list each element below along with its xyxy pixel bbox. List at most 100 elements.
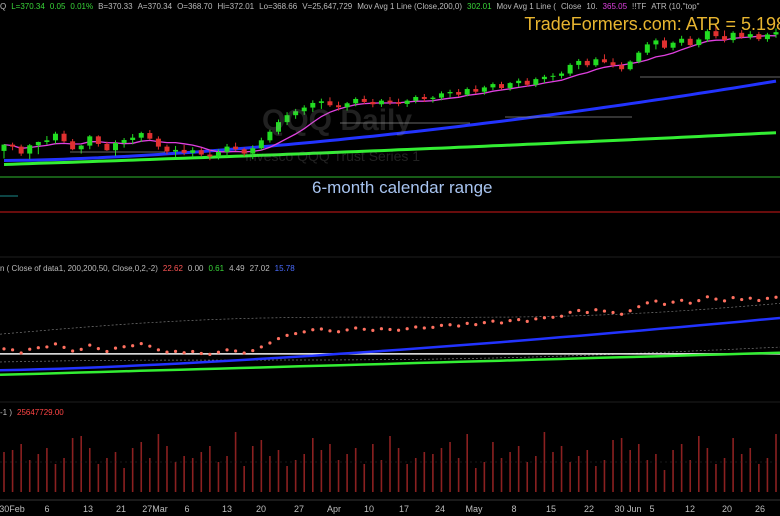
indicator-dot: [285, 333, 289, 337]
candle-down: [18, 146, 24, 154]
candle-up: [87, 136, 93, 146]
candle-down: [610, 62, 616, 66]
price-header-field-3: 0.01%: [70, 2, 94, 11]
candle-down: [327, 101, 333, 106]
indicator-dot: [53, 342, 58, 346]
candle-up: [430, 97, 436, 99]
indicator-header-field-5: 27.02: [249, 264, 270, 273]
candle-up: [413, 96, 419, 101]
candle-down: [155, 138, 161, 147]
date-tick-label: 13: [82, 504, 94, 514]
candle-up: [404, 100, 410, 104]
candle-up: [27, 145, 33, 154]
date-tick-label: 15: [545, 504, 557, 514]
indicator-dot: [113, 346, 118, 350]
indicator-dot: [654, 299, 658, 303]
candle-down: [473, 89, 479, 92]
indicator-dot: [362, 327, 366, 331]
date-tick-label: May: [465, 504, 483, 514]
candle-up: [52, 133, 58, 141]
indicator-header-field-6: 15.78: [274, 264, 295, 273]
candle-down: [104, 143, 110, 151]
indicator-dot: [45, 345, 49, 349]
price-header-field-16: !!TF: [632, 2, 647, 11]
indicator-dot: [276, 336, 281, 341]
candle-up: [576, 60, 582, 65]
candle-up: [627, 61, 633, 70]
indicator-dot: [662, 302, 667, 306]
indicator-dot: [431, 325, 435, 329]
indicator-dot: [517, 317, 521, 322]
candle-up: [533, 79, 539, 85]
indicator-dot: [611, 310, 615, 315]
indicator-dot: [577, 308, 581, 313]
indicator-dot: [251, 348, 255, 353]
date-tick-label: 30 Jun: [614, 504, 642, 514]
date-tick-label: 6: [44, 504, 50, 514]
indicator-dot: [714, 297, 718, 301]
date-tick-label: 27Mar: [142, 504, 168, 514]
candle-down: [756, 34, 762, 40]
candle-down: [198, 150, 204, 155]
price-header-field-17: ATR (10,"top": [651, 2, 700, 11]
candle-up: [130, 137, 136, 140]
indicator-dot: [757, 298, 761, 303]
candle-up: [653, 40, 659, 45]
price-header-field-5: A=370.34: [137, 2, 173, 11]
indicator-dot: [688, 301, 692, 305]
indicator-dot: [439, 323, 444, 327]
indicator-header-field-2: 0.00: [187, 264, 204, 273]
candle-up: [224, 146, 230, 152]
candle-up: [284, 115, 290, 123]
indicator-dot: [10, 348, 15, 352]
indicator-dot: [319, 327, 323, 331]
indicator-dot: [191, 349, 195, 354]
indicator-dot: [62, 345, 66, 349]
indicator-dot: [602, 309, 607, 313]
candle-up: [670, 42, 676, 48]
candle-down: [421, 96, 427, 99]
indicator-dot: [671, 300, 675, 304]
candle-up: [173, 149, 179, 152]
indicator-dot: [482, 321, 486, 325]
indicator-dot: [379, 327, 384, 331]
moving-average-50-line: [3, 79, 777, 162]
candle-down: [396, 102, 402, 104]
candle-up: [353, 98, 359, 104]
indicator-slow-line: [0, 351, 780, 377]
candle-down: [10, 144, 16, 147]
indicator-dot: [542, 316, 547, 320]
candle-down: [601, 59, 607, 63]
indicator-dot: [208, 352, 212, 356]
candle-up: [704, 31, 710, 40]
indicator-dot: [388, 327, 392, 332]
candle-up: [293, 111, 299, 116]
price-header-field-6: O=368.70: [177, 2, 213, 11]
date-tick-label: 10: [363, 504, 375, 514]
date-tick-label: Apr: [326, 504, 342, 514]
candle-up: [696, 39, 702, 46]
candle-down: [713, 31, 719, 37]
candle-down: [241, 149, 247, 154]
indicator-dot: [242, 351, 246, 355]
candle-up: [215, 151, 221, 157]
volume-header: -1 ) 25647729.00: [0, 408, 69, 417]
price-header-field-12: Mov Avg 1 Line (: [496, 2, 556, 11]
range-annotation: 6-month calendar range: [312, 178, 493, 197]
indicator-dot: [594, 308, 598, 312]
candle-up: [507, 83, 513, 89]
price-header-field-1: L=370.34: [11, 2, 45, 11]
indicator-dot: [422, 326, 426, 330]
candle-down: [619, 65, 625, 70]
indicator-mid-line: [0, 316, 780, 372]
candle-up: [773, 32, 779, 35]
candle-up: [490, 84, 496, 88]
moving-average-200-line: [3, 131, 777, 166]
price-header-field-0: Q: [0, 2, 7, 11]
candle-down: [387, 100, 393, 103]
volume-header-field-1: 25647729.00: [17, 408, 64, 417]
indicator-dot: [302, 330, 306, 334]
indicator-dot: [336, 330, 341, 334]
date-tick-label: 8: [511, 504, 517, 514]
price-header-field-2: 0.05: [49, 2, 66, 11]
